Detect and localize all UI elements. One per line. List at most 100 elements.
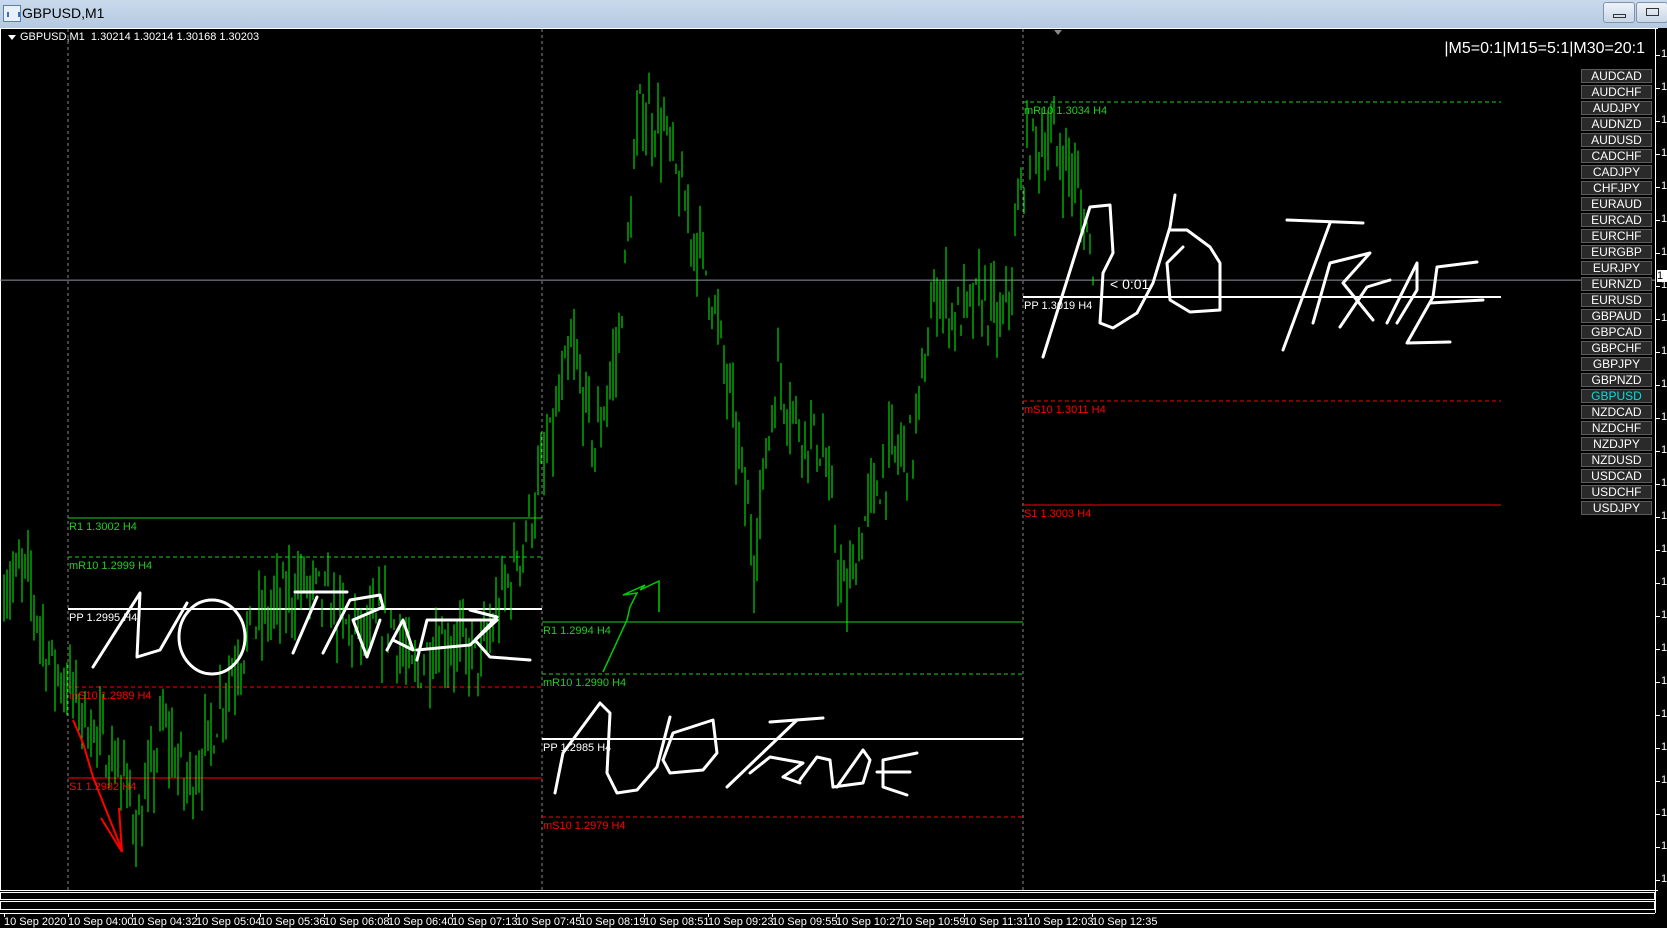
time-label-text: 10 Sep 08:19	[580, 916, 646, 928]
dropdown-triangle-icon[interactable]	[8, 34, 16, 40]
symbol-button-nzdcad[interactable]: NZDCAD	[1581, 405, 1652, 419]
symbol-button-gbpusd[interactable]: GBPUSD	[1581, 389, 1652, 403]
indicator-subwindow-1[interactable]	[0, 892, 1655, 900]
symbol-button-eurjpy[interactable]: EURJPY	[1581, 261, 1652, 275]
symbol-button-eurcad[interactable]: EURCAD	[1581, 213, 1652, 227]
chart-window-icon	[3, 5, 21, 22]
price-tick	[1656, 484, 1660, 485]
ohlc-values: 1.30214 1.30214 1.30168 1.30203	[90, 31, 260, 43]
symbol-button-eurnzd[interactable]: EURNZD	[1581, 277, 1652, 291]
symbol-button-nzdchf[interactable]: NZDCHF	[1581, 421, 1652, 435]
price-tick-label: 1	[1661, 312, 1667, 324]
price-tick	[1656, 748, 1660, 749]
symbol-button-usdchf[interactable]: USDCHF	[1581, 485, 1652, 499]
restore-button[interactable]	[1636, 2, 1667, 23]
handwritten-no-trade	[385, 618, 415, 652]
handwritten-no-trade	[725, 718, 799, 789]
handwritten-no-trade	[1165, 228, 1222, 314]
symbol-button-gbpcad[interactable]: GBPCAD	[1581, 325, 1652, 339]
time-label: 10 Sep 10:27	[836, 913, 901, 928]
symbol-button-euraud[interactable]: EURAUD	[1581, 197, 1652, 211]
price-tick-label: 1	[1661, 279, 1667, 291]
symbol-button-audjpy[interactable]: AUDJPY	[1581, 101, 1652, 115]
symbol-button-usdjpy[interactable]: USDJPY	[1581, 501, 1652, 515]
price-tick	[1656, 286, 1660, 287]
time-label-text: 10 Sep 12:35	[1092, 916, 1158, 928]
time-label-text: 10 Sep 08:51	[644, 916, 710, 928]
price-tick	[1656, 55, 1660, 56]
price-tick-label: 1	[1661, 477, 1667, 489]
price-tick	[1656, 154, 1660, 155]
handwritten-no-trade	[1405, 260, 1479, 345]
handwritten-no-trade	[91, 591, 189, 669]
pivot-level-label: mR10 1.2999 H4	[69, 560, 153, 572]
symbol-button-eurusd[interactable]: EURUSD	[1581, 293, 1652, 307]
pivot-level-label: S1 1.2982 H4	[69, 781, 137, 793]
time-label-text: 10 Sep 10:59	[900, 916, 966, 928]
symbol-button-nzdusd[interactable]: NZDUSD	[1581, 453, 1652, 467]
symbol-button-chfjpy[interactable]: CHFJPY	[1581, 181, 1652, 195]
symbol-button-cadjpy[interactable]: CADJPY	[1581, 165, 1652, 179]
symbol-button-audnzd[interactable]: AUDNZD	[1581, 117, 1652, 131]
symbol-button-gbpaud[interactable]: GBPAUD	[1581, 309, 1652, 323]
symbol-button-cadchf[interactable]: CADCHF	[1581, 149, 1652, 163]
minimize-button[interactable]	[1603, 2, 1635, 23]
pivot-level-label: R1 1.3002 H4	[69, 521, 137, 533]
price-tick-label: 1	[1661, 444, 1667, 456]
price-tick-label: 1	[1661, 840, 1667, 852]
price-tick-label: 1	[1661, 510, 1667, 522]
time-label: 10 Sep 05:36	[260, 913, 325, 928]
price-tick-label: 1	[1661, 345, 1667, 357]
price-tick-label: 1	[1661, 81, 1667, 93]
price-tick	[1656, 220, 1660, 221]
time-label-text: 10 Sep 06:08	[324, 916, 390, 928]
handwritten-no-trade	[798, 755, 835, 789]
handwritten-no-trade	[1041, 193, 1177, 359]
symbol-button-nzdjpy[interactable]: NZDJPY	[1581, 437, 1652, 451]
price-tick	[1656, 418, 1660, 419]
time-label: 10 Sep 08:51	[644, 913, 710, 928]
symbol-button-gbpnzd[interactable]: GBPNZD	[1581, 373, 1652, 387]
symbol-button-eurgbp[interactable]: EURGBP	[1581, 245, 1652, 259]
price-tick	[1656, 814, 1660, 815]
symbol-button-audusd[interactable]: AUDUSD	[1581, 133, 1652, 147]
handwritten-no-trade	[661, 718, 719, 775]
time-label-text: 10 Sep 11:31	[964, 916, 1029, 928]
symbol-button-audchf[interactable]: AUDCHF	[1581, 85, 1652, 99]
chart-area[interactable]	[0, 28, 1658, 891]
price-tick-label: 1	[1661, 114, 1667, 126]
window-title: GBPUSD,M1	[22, 5, 105, 21]
handwritten-no-trade	[1311, 251, 1375, 325]
price-tick	[1656, 550, 1660, 551]
symbol-button-gbpjpy[interactable]: GBPJPY	[1581, 357, 1652, 371]
time-label-text: 10 Sep 04:00	[68, 916, 134, 928]
symbol-button-usdcad[interactable]: USDCAD	[1581, 469, 1652, 483]
time-label-text: 10 Sep 09:23	[708, 916, 774, 928]
red-arrow-drawing	[72, 719, 123, 851]
symbol-button-audcad[interactable]: AUDCAD	[1581, 69, 1652, 83]
price-tick	[1656, 385, 1660, 386]
symbol-period: GBPUSD,M1	[20, 31, 85, 43]
handwritten-no-trade	[468, 608, 532, 662]
price-tick-label: 1	[1661, 147, 1667, 159]
time-label: 10 Sep 06:40	[388, 913, 453, 928]
time-label: 10 Sep 12:03	[1028, 913, 1094, 928]
price-tick	[1656, 682, 1660, 683]
time-label: 10 Sep 09:23	[708, 913, 774, 928]
price-tick	[1656, 319, 1660, 320]
time-axis	[0, 913, 1655, 914]
time-label-text: 10 Sep 12:03	[1028, 916, 1094, 928]
symbol-button-gbpchf[interactable]: GBPCHF	[1581, 341, 1652, 355]
symbol-button-eurchf[interactable]: EURCHF	[1581, 229, 1652, 243]
green-arrow-drawing	[602, 579, 660, 673]
time-label: 10 Sep 2020	[4, 913, 66, 928]
time-label: 10 Sep 04:32	[132, 913, 197, 928]
price-tick-label: 1	[1661, 675, 1667, 687]
price-tick	[1656, 121, 1660, 122]
price-tick-label: 1	[1661, 246, 1667, 258]
price-tick-label: 1	[1661, 48, 1667, 60]
pivot-level-label: PP 1.2995 H4	[69, 612, 138, 624]
chart-shift-marker-icon	[1054, 30, 1062, 35]
indicator-subwindow-2[interactable]	[0, 901, 1655, 910]
timeframe-ratio-text: |M5=0:1|M15=5:1|M30=20:1	[1444, 40, 1645, 57]
